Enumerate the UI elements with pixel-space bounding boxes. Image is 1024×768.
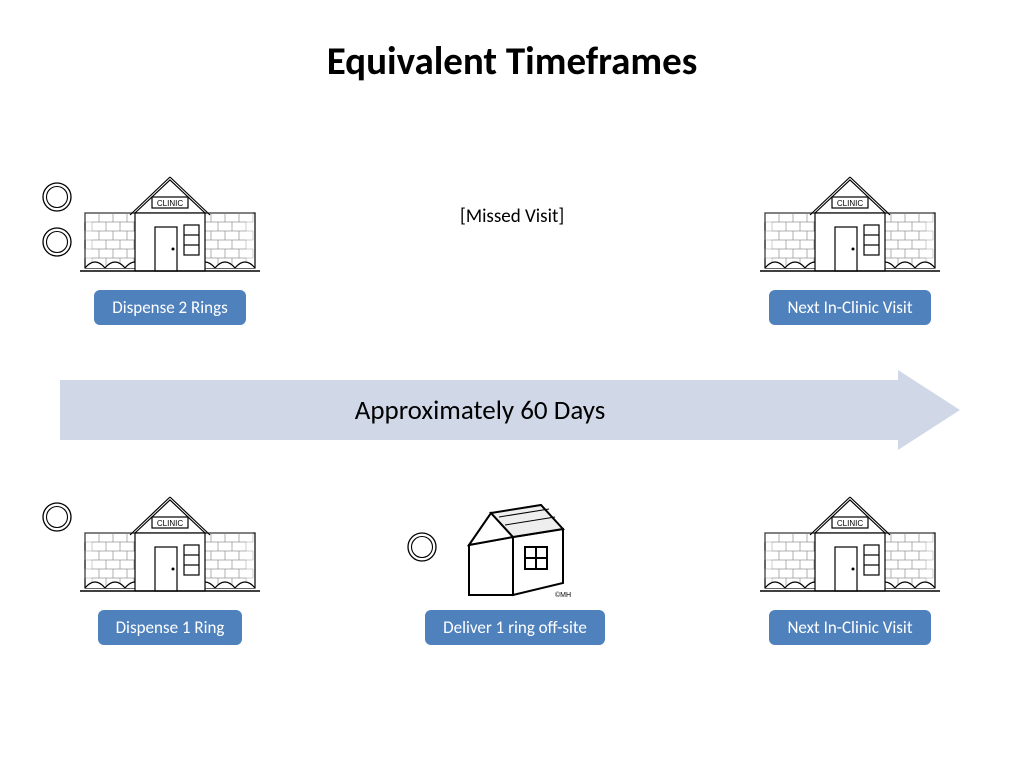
label-next-visit-bottom: Next In-Clinic Visit <box>769 610 930 645</box>
svg-text:CLINIC: CLINIC <box>157 199 183 208</box>
label-dispense-2-rings: Dispense 2 Rings <box>94 290 245 325</box>
svg-text:©MH: ©MH <box>555 591 571 599</box>
clinic-icon: CLINIC <box>760 165 940 290</box>
page-title: Equivalent Timeframes <box>0 38 1024 85</box>
cell-next-visit-top: CLINIC Next In-Clinic Visit <box>730 160 970 325</box>
cell-next-visit-bottom: CLINIC Next In-Clinic Visit <box>730 480 970 645</box>
svg-text:CLINIC: CLINIC <box>157 519 183 528</box>
clinic-icon: CLINIC <box>80 165 260 290</box>
label-deliver-offsite: Deliver 1 ring off-site <box>425 610 605 645</box>
clinic-icon: CLINIC <box>760 485 940 610</box>
ring-icon <box>40 500 74 539</box>
arrow-head-icon <box>898 370 960 450</box>
cell-dispense-2-rings: CLINIC Dispense 2 Rings <box>50 160 290 325</box>
missed-visit-label: [Missed Visit] <box>460 205 564 228</box>
svg-text:CLINIC: CLINIC <box>837 519 863 528</box>
ring-icon <box>40 225 74 264</box>
cell-dispense-1-ring: CLINIC Dispense 1 Ring <box>50 480 290 645</box>
cell-deliver-offsite: ©MH Deliver 1 ring off-site <box>395 480 635 645</box>
ring-icon <box>40 180 74 219</box>
label-next-visit-top: Next In-Clinic Visit <box>769 290 930 325</box>
label-dispense-1-ring: Dispense 1 Ring <box>98 610 243 645</box>
svg-text:CLINIC: CLINIC <box>837 199 863 208</box>
house-icon: ©MH <box>455 495 575 610</box>
timeline-arrow: Approximately 60 Days <box>60 370 960 450</box>
ring-icon <box>405 530 439 569</box>
arrow-label: Approximately 60 Days <box>60 380 900 440</box>
clinic-icon: CLINIC <box>80 485 260 610</box>
